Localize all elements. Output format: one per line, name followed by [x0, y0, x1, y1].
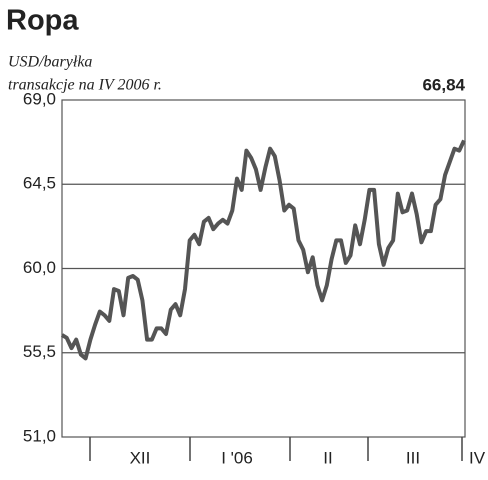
price-line	[60, 139, 466, 361]
x-tick-label: I '06	[221, 448, 253, 467]
chart-subtitle: USD/baryłka	[8, 54, 92, 71]
chart-title: Ropa	[6, 5, 79, 37]
y-tick-label: 51,0	[23, 426, 56, 445]
x-tick-label: XII	[130, 448, 151, 467]
x-tick-label: IV	[469, 448, 486, 467]
last-value: 66,84	[422, 75, 465, 94]
y-tick-label: 55,5	[23, 342, 56, 361]
x-tick-label: II	[323, 448, 332, 467]
y-tick-label: 64,5	[23, 174, 56, 193]
x-tick-label: III	[406, 448, 420, 467]
y-tick-label: 60,0	[23, 258, 56, 277]
chart-note: transakcje na IV 2006 r.	[8, 77, 162, 94]
y-tick-label: 69,0	[23, 89, 56, 108]
